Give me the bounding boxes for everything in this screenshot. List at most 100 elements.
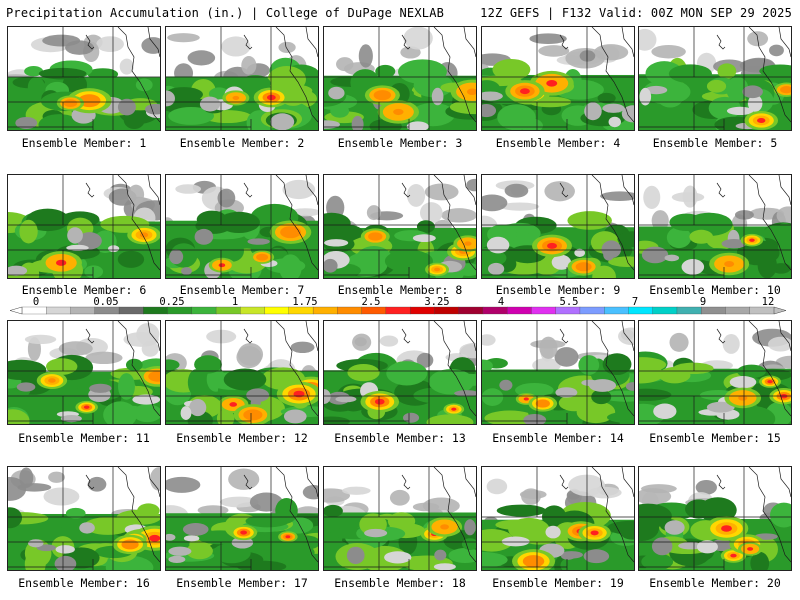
ensemble-member-map xyxy=(165,466,319,571)
light-precip-area xyxy=(58,341,93,356)
light-precip-area xyxy=(217,188,236,208)
ensemble-member-map xyxy=(323,466,477,571)
precip-area xyxy=(607,551,626,570)
ensemble-member-label: Ensemble Member: 1 xyxy=(21,136,147,150)
heavy-precip-core xyxy=(519,88,530,95)
dry-pocket xyxy=(681,259,705,275)
light-precip-area xyxy=(221,36,251,57)
light-precip-area xyxy=(119,58,134,75)
light-precip-area xyxy=(237,343,264,366)
colorbar-swatch xyxy=(240,306,266,315)
dry-pocket xyxy=(28,539,44,548)
state-boundary xyxy=(716,328,726,344)
dry-pocket xyxy=(8,265,28,276)
precip-area xyxy=(727,405,776,424)
state-boundary xyxy=(778,175,791,206)
dry-pocket xyxy=(77,232,102,250)
light-precip-area xyxy=(249,492,283,512)
light-precip-area xyxy=(87,476,107,492)
precip-area xyxy=(196,210,228,229)
light-precip-area xyxy=(579,50,596,62)
dry-pocket xyxy=(66,244,89,251)
dry-pocket xyxy=(117,98,136,116)
precip-area xyxy=(84,517,132,535)
light-precip-area xyxy=(639,28,657,51)
dry-pocket xyxy=(551,254,572,270)
state-boundary xyxy=(748,467,791,563)
heavy-precip-core xyxy=(783,87,790,92)
colorbar-swatch xyxy=(21,306,47,315)
heavy-precip-core xyxy=(139,232,149,238)
heavy-precip-core xyxy=(232,95,240,100)
precip-area xyxy=(492,58,531,81)
heavy-precip-core xyxy=(451,407,457,411)
precip-area xyxy=(239,75,271,92)
colorbar-tick-label: 0.25 xyxy=(159,296,184,308)
state-boundary xyxy=(147,175,160,206)
light-precip-area xyxy=(19,467,34,488)
precip-map-svg xyxy=(166,27,318,130)
dry-pocket xyxy=(696,540,718,554)
colorbar-swatch xyxy=(385,306,411,315)
dry-pocket xyxy=(645,85,668,95)
light-precip-area xyxy=(366,205,381,221)
ensemble-member-label: Ensemble Member: 3 xyxy=(337,136,463,150)
dry-pocket xyxy=(328,86,345,100)
heavy-precip-core xyxy=(547,242,558,249)
light-precip-area xyxy=(500,202,540,211)
precip-area xyxy=(203,110,252,124)
state-boundary xyxy=(716,474,726,490)
ensemble-member-map xyxy=(7,174,161,279)
state-boundary xyxy=(117,467,160,563)
precip-map-svg xyxy=(482,321,634,424)
precip-area xyxy=(608,256,634,267)
precip-area xyxy=(495,519,539,530)
colorbar-tick-label: 5.5 xyxy=(560,296,579,308)
light-precip-area xyxy=(554,347,579,367)
state-boundary xyxy=(778,321,791,352)
state-boundary xyxy=(433,467,476,563)
precip-map-svg xyxy=(8,175,160,278)
colorbar-swatch xyxy=(604,306,629,315)
dry-pocket xyxy=(168,546,192,556)
colorbar-swatch xyxy=(167,306,193,315)
precip-area xyxy=(567,211,612,230)
precip-area xyxy=(384,249,433,273)
dry-pocket xyxy=(664,520,685,535)
precip-map-svg xyxy=(8,27,160,130)
heavy-precip-core xyxy=(248,411,258,418)
light-precip-area xyxy=(651,45,686,59)
precip-area xyxy=(775,223,791,243)
state-boundary xyxy=(85,328,95,344)
dry-pocket xyxy=(283,409,307,424)
state-boundary xyxy=(748,27,791,123)
colorbar-swatch xyxy=(288,306,314,315)
dry-pocket xyxy=(545,525,561,539)
precip-map-svg xyxy=(482,175,634,278)
dry-pocket xyxy=(166,533,176,541)
state-boundary xyxy=(559,34,569,50)
precip-area xyxy=(223,368,267,391)
colorbar-swatch xyxy=(676,306,702,315)
precip-area xyxy=(38,114,81,130)
precip-map-svg xyxy=(482,27,634,130)
precip-area xyxy=(324,212,351,235)
dry-pocket xyxy=(67,227,83,244)
heavy-precip-core xyxy=(293,390,305,398)
precip-area xyxy=(426,414,474,424)
light-precip-area xyxy=(342,486,371,495)
precip-area xyxy=(669,213,704,231)
state-boundary xyxy=(147,467,160,498)
precip-area xyxy=(94,79,146,91)
heavy-precip-core xyxy=(371,234,379,239)
precip-area xyxy=(766,67,791,79)
state-boundary xyxy=(85,34,95,50)
precip-area xyxy=(84,265,104,278)
dry-pocket xyxy=(89,383,112,393)
light-precip-area xyxy=(419,202,443,224)
precip-area xyxy=(24,66,44,77)
light-precip-area xyxy=(406,183,426,207)
precip-map-svg xyxy=(324,467,476,570)
light-precip-area xyxy=(282,179,316,200)
ensemble-member-label: Ensemble Member: 20 xyxy=(649,576,781,590)
